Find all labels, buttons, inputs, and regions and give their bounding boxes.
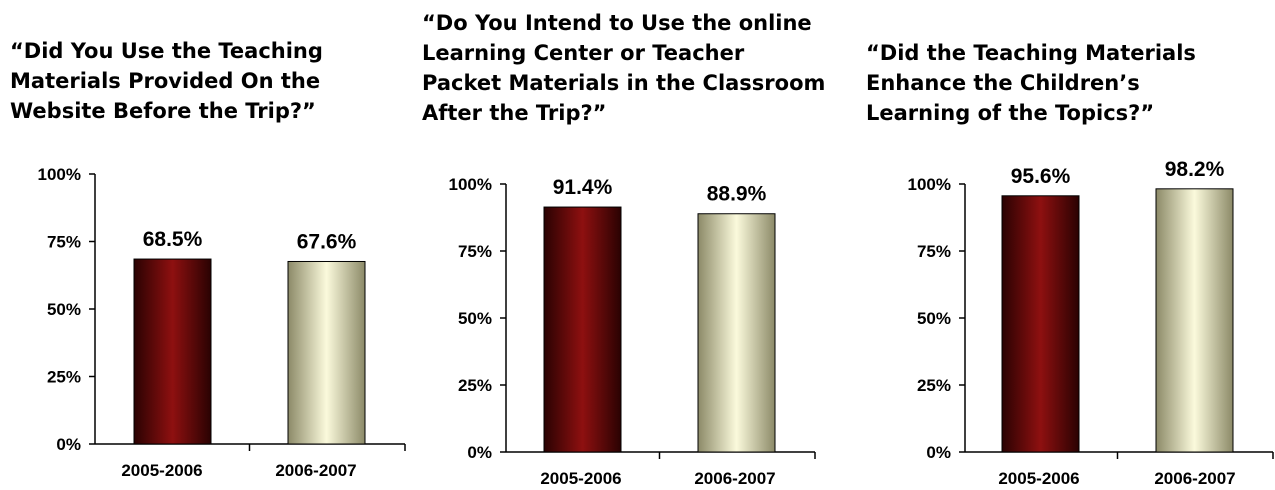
y-tick-label: 25%	[917, 376, 951, 395]
chart-title-3: “Did the Teaching Materials Enhance the …	[866, 41, 1196, 125]
y-tick-label: 25%	[458, 376, 492, 395]
x-category-label: 2005-2006	[998, 469, 1079, 488]
bar-2005-2006	[543, 206, 622, 453]
bar-2006-2007	[287, 260, 366, 445]
y-tick-label: 75%	[917, 242, 951, 261]
y-tick-label: 50%	[917, 309, 951, 328]
y-tick-label: 100%	[38, 165, 81, 184]
bar-2005-2006	[1001, 195, 1080, 453]
bar-2006-2007	[697, 213, 776, 453]
x-category-label: 2006-2007	[694, 469, 775, 488]
bar-2006-2007	[1155, 188, 1234, 453]
value-label: 68.5%	[143, 228, 203, 251]
y-tick-label: 75%	[458, 242, 492, 261]
y-tick-label: 50%	[458, 309, 492, 328]
bar-2005-2006	[133, 258, 212, 445]
y-tick-label: 0%	[467, 443, 492, 462]
value-label: 67.6%	[297, 230, 357, 253]
y-tick-label: 50%	[47, 300, 81, 319]
y-tick-label: 0%	[56, 435, 81, 454]
value-label: 95.6%	[1011, 165, 1071, 188]
y-tick-label: 100%	[449, 175, 492, 194]
y-tick-label: 75%	[47, 233, 81, 252]
value-label: 91.4%	[553, 176, 613, 199]
y-tick-label: 25%	[47, 368, 81, 387]
x-category-label: 2005-2006	[121, 461, 202, 480]
y-tick-label: 0%	[926, 443, 951, 462]
x-category-label: 2006-2007	[1154, 469, 1235, 488]
x-category-label: 2006-2007	[275, 461, 356, 480]
y-tick-label: 100%	[908, 175, 951, 194]
value-label: 98.2%	[1165, 158, 1225, 181]
chart-title-2: “Do You Intend to Use the online Learnin…	[422, 11, 826, 125]
x-category-label: 2005-2006	[540, 469, 621, 488]
chart-title-1: “Did You Use the Teaching Materials Prov…	[10, 39, 323, 123]
value-label: 88.9%	[707, 183, 767, 206]
